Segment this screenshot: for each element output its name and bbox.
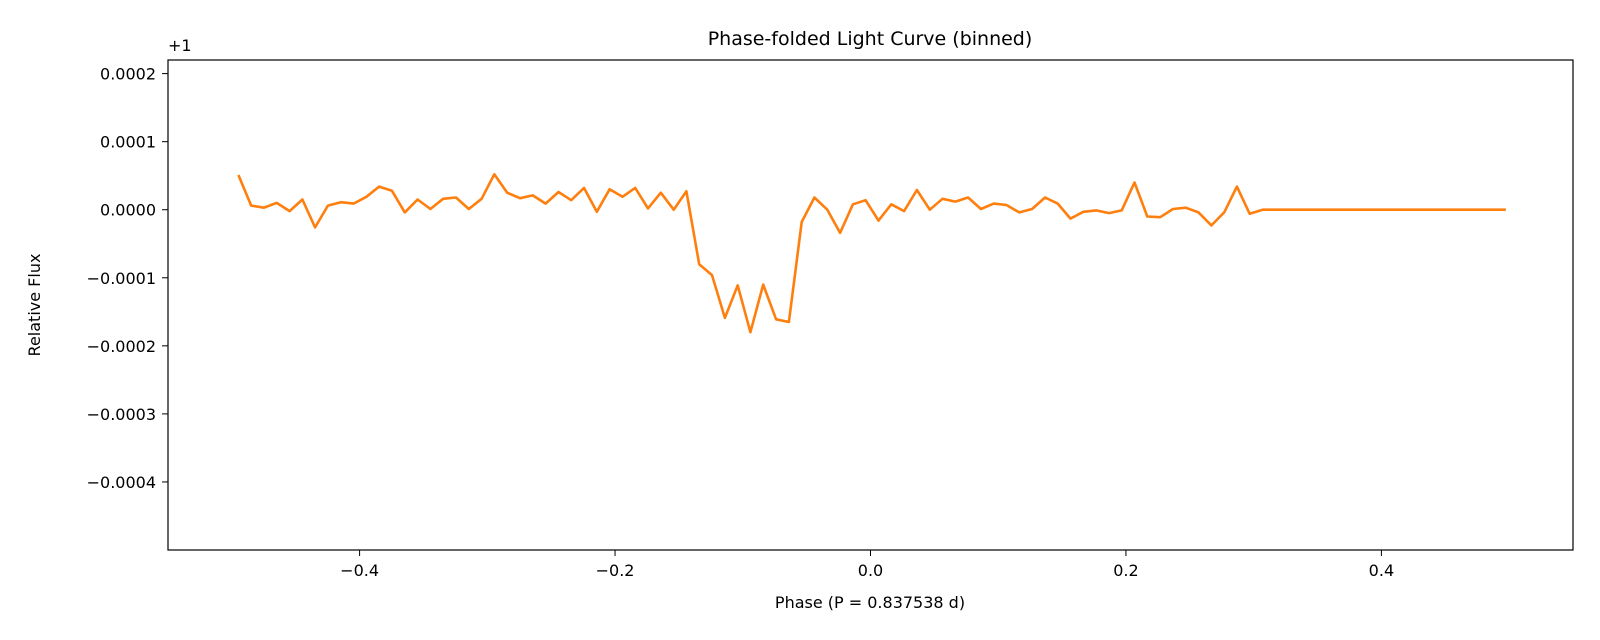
x-tick-label: 0.4 — [1369, 561, 1394, 580]
x-tick-label: −0.4 — [340, 561, 379, 580]
plot-frame — [167, 59, 1574, 551]
x-tick-label: 0.0 — [858, 561, 883, 580]
y-tick-label: −0.0001 — [87, 269, 156, 288]
y-tick-label: 0.0001 — [100, 133, 156, 152]
binned-series-line — [237, 173, 1506, 334]
y-axis: 0.0002 0.0001 0.0000 −0.0001 −0.0002 −0.0003 −… — [87, 65, 168, 492]
x-tick-label: −0.2 — [596, 561, 635, 580]
chart-title: Phase-folded Light Curve (binned) — [708, 28, 1033, 50]
x-tick-label: 0.2 — [1113, 561, 1138, 580]
y-tick-label: 0.0002 — [100, 65, 156, 84]
y-axis-label: Relative Flux — [25, 254, 44, 357]
y-tick-label: −0.0004 — [87, 473, 156, 492]
y-tick-label: −0.0002 — [87, 337, 156, 356]
binned-line-layer — [237, 173, 1506, 334]
x-axis-label: Phase (P = 0.837538 d) — [775, 593, 965, 612]
y-offset-label: +1 — [168, 36, 192, 55]
y-tick-label: −0.0003 — [87, 405, 156, 424]
y-tick-label: 0.0000 — [100, 201, 156, 220]
x-axis: −0.4 −0.2 0.0 0.2 0.4 — [340, 550, 1394, 580]
